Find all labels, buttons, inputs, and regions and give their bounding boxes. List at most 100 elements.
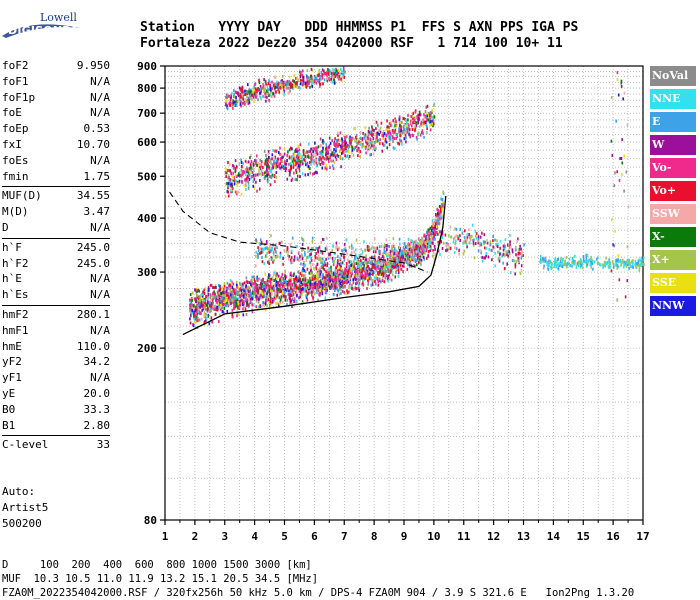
param-value: N/A bbox=[90, 272, 110, 286]
echo-point bbox=[277, 281, 280, 284]
echo-point bbox=[201, 294, 204, 298]
echo-point bbox=[262, 303, 264, 307]
echo-point bbox=[288, 173, 291, 177]
echo-point bbox=[357, 262, 359, 266]
echo-point bbox=[335, 277, 337, 281]
echo-point bbox=[429, 239, 431, 243]
echo-point bbox=[242, 97, 245, 101]
echo-point bbox=[317, 289, 320, 293]
legend-entry: Vo+ bbox=[650, 181, 696, 201]
echo-point bbox=[338, 266, 340, 270]
echo-point bbox=[233, 182, 236, 186]
echo-point bbox=[270, 301, 273, 305]
echo-point bbox=[203, 315, 206, 319]
echo-point bbox=[349, 135, 351, 139]
echo-point bbox=[230, 302, 232, 306]
echo-point bbox=[333, 69, 335, 73]
echo-point bbox=[275, 273, 277, 277]
echo-point bbox=[381, 149, 384, 153]
echo-point bbox=[435, 219, 437, 222]
echo-point bbox=[268, 94, 270, 97]
echo-point bbox=[393, 250, 396, 254]
echo-point bbox=[386, 248, 388, 252]
param-value: N/A bbox=[90, 323, 110, 337]
echo-point bbox=[223, 290, 226, 294]
echo-point bbox=[520, 256, 523, 260]
echo-point bbox=[344, 276, 346, 279]
echo-point bbox=[332, 259, 334, 263]
echo-point bbox=[378, 129, 380, 132]
echo-point bbox=[319, 151, 321, 155]
echo-point bbox=[233, 89, 235, 93]
echo-point bbox=[293, 281, 296, 285]
echo-point bbox=[429, 231, 431, 235]
echo-point bbox=[227, 304, 229, 308]
echo-point bbox=[433, 228, 436, 232]
echo-point bbox=[335, 280, 337, 284]
echo-point bbox=[309, 160, 311, 164]
echo-point bbox=[494, 251, 496, 255]
echo-point bbox=[319, 85, 321, 89]
logo-swoosh-icon bbox=[2, 24, 80, 38]
echo-point bbox=[327, 271, 330, 274]
echo-point bbox=[244, 184, 246, 188]
echo-point bbox=[288, 162, 290, 166]
echo-point bbox=[312, 274, 315, 278]
echo-point bbox=[299, 143, 302, 147]
echo-point bbox=[392, 251, 394, 255]
echo-point bbox=[231, 286, 234, 290]
echo-point bbox=[312, 283, 315, 287]
legend-entry: NNE bbox=[650, 89, 696, 109]
echo-point bbox=[387, 267, 389, 271]
echo-point bbox=[308, 291, 311, 295]
echo-point bbox=[330, 159, 332, 163]
param-value: 33.3 bbox=[83, 402, 111, 416]
echo-point bbox=[313, 162, 315, 166]
echo-point bbox=[220, 295, 223, 299]
echo-point bbox=[288, 148, 291, 152]
echo-point bbox=[373, 128, 375, 132]
echo-point bbox=[287, 292, 290, 296]
echo-point bbox=[518, 251, 521, 255]
echo-point bbox=[341, 149, 344, 153]
echo-point bbox=[273, 160, 275, 164]
echo-point bbox=[271, 289, 273, 293]
echo-point bbox=[382, 267, 385, 271]
echo-point bbox=[365, 151, 367, 155]
echo-point bbox=[325, 270, 328, 274]
echo-point bbox=[336, 244, 338, 248]
echo-point bbox=[207, 296, 209, 300]
echo-point bbox=[335, 272, 337, 275]
echo-point bbox=[370, 259, 373, 263]
echo-point bbox=[454, 246, 456, 250]
echo-point bbox=[247, 102, 250, 106]
echo-point bbox=[388, 130, 391, 134]
echo-point bbox=[267, 276, 269, 279]
echo-point bbox=[463, 241, 465, 245]
echo-point bbox=[308, 255, 310, 259]
echo-point bbox=[288, 156, 291, 160]
echo-point bbox=[316, 285, 318, 289]
echo-point bbox=[252, 90, 255, 94]
echo-point bbox=[288, 257, 290, 261]
echo-point bbox=[255, 289, 257, 293]
echo-point bbox=[265, 285, 268, 289]
echo-point bbox=[232, 106, 234, 110]
echo-point bbox=[268, 159, 270, 162]
echo-point bbox=[393, 262, 395, 266]
echo-point bbox=[382, 131, 384, 135]
echo-point bbox=[306, 69, 309, 72]
echo-point bbox=[436, 207, 438, 211]
echo-point bbox=[364, 147, 367, 151]
param-separator bbox=[2, 435, 110, 437]
echo-point bbox=[293, 153, 295, 157]
echo-point bbox=[250, 88, 253, 92]
echo-point bbox=[343, 151, 346, 155]
echo-point bbox=[520, 268, 523, 272]
echo-point bbox=[348, 277, 350, 281]
echo-point bbox=[326, 78, 329, 82]
echo-point bbox=[408, 248, 411, 251]
echo-point bbox=[314, 274, 316, 278]
echo-point bbox=[359, 269, 362, 272]
echo-point bbox=[233, 165, 235, 169]
